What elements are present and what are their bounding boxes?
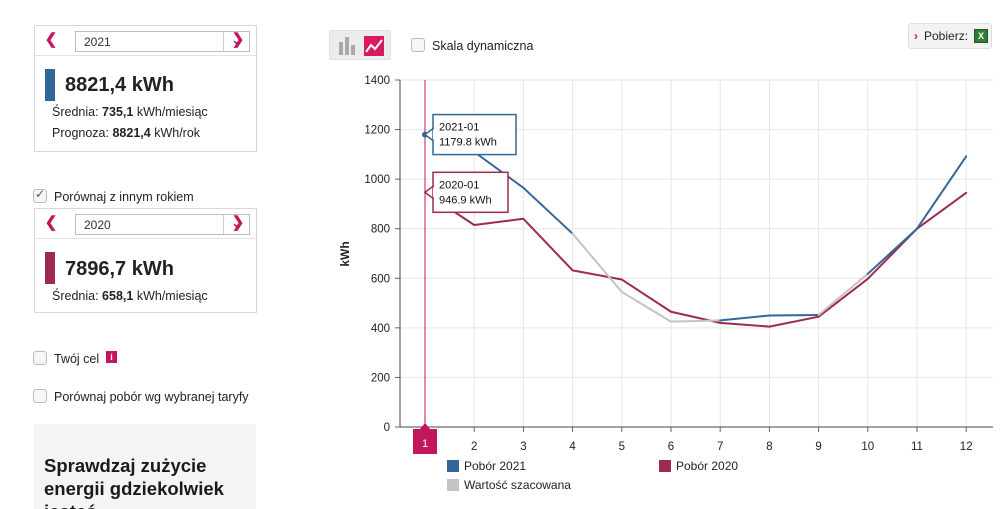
series-segment <box>522 217 574 272</box>
year-summary-2021: ❮ 2021 ⌄ ❯ 8821,4 kWh Średnia: 735,1 kWh… <box>34 25 257 152</box>
dynamic-scale-checkbox[interactable] <box>411 38 425 52</box>
series-segment <box>571 232 623 293</box>
compare-year-label: Porównaj z innym rokiem <box>54 190 194 204</box>
x-tick-label: 9 <box>815 441 821 453</box>
compare-year-checkbox[interactable] <box>33 187 47 203</box>
year-select-2020[interactable]: 2020 ⌄ <box>75 214 250 235</box>
dynamic-scale-label: Skala dynamiczna <box>432 39 534 53</box>
previous-year-button-2020[interactable]: ❮ <box>44 214 58 231</box>
goal-label: Twój cel <box>54 352 100 366</box>
x-tick-label: 10 <box>861 441 874 453</box>
year-select-value: 2020 <box>84 218 111 232</box>
y-tick-label: 800 <box>371 224 390 236</box>
promo-text: Sprawdzaj zużycie energii gdziekolwiek j… <box>44 455 224 509</box>
x-tick-label: 6 <box>668 441 674 453</box>
legend-swatch[interactable] <box>447 460 459 472</box>
info-icon[interactable]: i <box>106 351 117 363</box>
series-2020-swatch <box>45 252 55 284</box>
series-segment <box>916 191 968 230</box>
x-tick-label: 2 <box>471 441 477 453</box>
x-tick-label: 5 <box>619 441 625 453</box>
excel-icon: X <box>974 29 988 43</box>
series-segment <box>670 319 722 323</box>
series-segment <box>473 217 525 226</box>
year-select-value: 2021 <box>84 35 111 49</box>
tooltip-title: 2021-01 <box>439 122 479 134</box>
y-tick-label: 0 <box>384 422 390 434</box>
x-tick-label: 12 <box>960 441 973 453</box>
selected-month-label: 1 <box>422 438 428 450</box>
year-selector-2020: ❮ 2020 ⌄ ❯ <box>35 209 256 239</box>
selected-month-pointer <box>420 423 430 429</box>
y-axis-label: kWh <box>338 241 352 266</box>
selected-month-marker <box>413 429 437 454</box>
tooltip-value: 946.9 kWh <box>439 194 492 206</box>
tooltip-pointer <box>423 127 434 143</box>
chevron-right-icon: › <box>914 29 918 43</box>
series-segment <box>522 186 574 235</box>
series-segment <box>571 269 623 281</box>
x-tick-label: 11 <box>911 441 923 453</box>
y-tick-label: 200 <box>371 372 390 384</box>
previous-year-button[interactable]: ❮ <box>44 31 58 48</box>
y-tick-label: 600 <box>371 273 390 285</box>
chevron-down-icon[interactable]: ⌄ <box>223 32 249 51</box>
total-consumption-2021: 8821,4 kWh <box>65 74 174 96</box>
y-tick-label: 1400 <box>364 75 390 87</box>
forecast-2021: Prognoza: 8821,4 kWh/rok <box>52 126 201 140</box>
legend-swatch[interactable] <box>659 460 671 472</box>
legend-swatch[interactable] <box>447 479 459 491</box>
tooltip-box <box>432 171 509 214</box>
y-tick-label: 1000 <box>364 174 390 186</box>
total-consumption-2020: 7896,7 kWh <box>65 258 174 280</box>
tooltip-pointer-mask <box>433 129 435 140</box>
chart-type-switch <box>329 30 391 60</box>
series-segment <box>473 150 525 189</box>
x-tick-label: 7 <box>717 441 723 453</box>
x-tick-label: 4 <box>569 441 576 453</box>
next-year-button[interactable]: ❯ <box>231 31 245 48</box>
x-tick-label: 3 <box>520 441 526 453</box>
bar-chart-icon[interactable] <box>339 37 355 55</box>
chart-type-icons <box>339 36 384 56</box>
download-label: Pobierz: <box>924 29 969 43</box>
series-segment <box>719 321 771 328</box>
goal-checkbox[interactable] <box>33 351 47 365</box>
tariff-compare-label: Porównaj pobór wg wybranej taryfy <box>54 390 249 404</box>
series-segment <box>620 290 672 323</box>
promo-banner[interactable]: Sprawdzaj zużycie energii gdziekolwiek j… <box>34 424 256 509</box>
tooltip-value: 1179.8 kWh <box>439 137 497 149</box>
tariff-compare-checkbox[interactable] <box>33 389 47 403</box>
tooltip-box <box>432 113 517 156</box>
legend-label[interactable]: Pobór 2021 <box>464 459 526 473</box>
line-chart-icon[interactable] <box>364 36 384 56</box>
tooltip-pointer <box>423 184 434 200</box>
legend-label[interactable]: Pobór 2020 <box>676 459 738 473</box>
next-year-button-2020[interactable]: ❯ <box>231 214 245 231</box>
series-segment <box>620 278 672 313</box>
year-summary-2020: ❮ 2020 ⌄ ❯ 7896,7 kWh Średnia: 658,1 kWh… <box>34 208 257 313</box>
series-segment <box>817 272 869 316</box>
legend-label[interactable]: Wartość szacowana <box>464 478 571 492</box>
tooltip-title: 2020-01 <box>439 179 479 191</box>
series-segment <box>719 314 771 322</box>
tooltip-pointer-mask <box>433 187 435 198</box>
chevron-down-icon[interactable]: ⌄ <box>223 215 249 234</box>
x-tick-label: 8 <box>766 441 772 453</box>
series-segment <box>817 277 869 318</box>
series-segment <box>768 315 820 328</box>
series-segment <box>916 155 968 230</box>
average-2020: Średnia: 658,1 kWh/miesiąc <box>52 289 208 303</box>
series-segment <box>866 227 918 275</box>
year-select-2021[interactable]: 2021 ⌄ <box>75 31 250 52</box>
series-2021-swatch <box>45 69 55 101</box>
y-tick-label: 400 <box>371 323 390 335</box>
y-tick-label: 1200 <box>364 125 390 137</box>
average-2021: Średnia: 735,1 kWh/miesiąc <box>52 105 208 119</box>
download-button[interactable]: › Pobierz: X <box>908 23 992 49</box>
year-selector-2021: ❮ 2021 ⌄ ❯ <box>35 26 256 56</box>
